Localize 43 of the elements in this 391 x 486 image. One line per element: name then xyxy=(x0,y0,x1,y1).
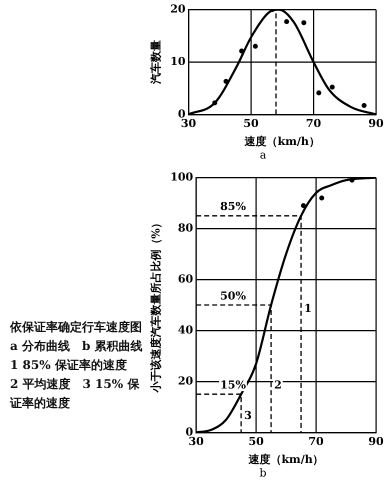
annotation: 1 xyxy=(304,302,312,316)
y-tick-label: 20 xyxy=(170,2,186,16)
x-tick-label: 50 xyxy=(248,434,264,448)
x-tick-label: 70 xyxy=(308,434,324,448)
annotation: 85% xyxy=(220,200,246,214)
y-tick-label: 40 xyxy=(178,323,194,336)
annotation: 3 xyxy=(244,409,252,422)
text: b xyxy=(259,466,267,480)
annotation: 15% xyxy=(220,378,246,392)
x-tick-label: 50 xyxy=(243,116,260,130)
point xyxy=(252,44,258,49)
point xyxy=(316,90,322,96)
point xyxy=(239,48,244,54)
point xyxy=(300,203,306,208)
y-tick-label: 60 xyxy=(178,272,194,286)
y-tick-label: 80 xyxy=(178,221,194,234)
point xyxy=(350,178,355,183)
point xyxy=(284,19,290,24)
y-tick-label: 20 xyxy=(178,374,194,388)
x-axis-title: 速度（km/h） xyxy=(244,135,320,148)
x-axis-title: 速度（km/h） xyxy=(247,453,324,466)
point xyxy=(362,102,367,108)
annotation: 50% xyxy=(220,289,246,302)
x-tick-label: 30 xyxy=(180,116,197,130)
point xyxy=(212,100,218,106)
y-axis-title: 小于该速度汽车数量所占比例（%） xyxy=(149,217,162,394)
text: 1 85% 保证率的速度 xyxy=(10,357,128,374)
text: 2 平均速度 3 15% 保证率的速度 xyxy=(10,376,140,412)
x-tick-label: 30 xyxy=(188,434,204,448)
y-tick-label: 10 xyxy=(170,54,186,68)
point xyxy=(301,20,306,26)
text: a xyxy=(260,148,267,162)
point xyxy=(330,84,335,90)
point xyxy=(319,195,324,200)
y-axis-title: 汽车数量 xyxy=(149,40,162,85)
x-tick-label: 70 xyxy=(306,116,322,130)
y-tick-label: 100 xyxy=(170,170,194,184)
text: 依保证率确定行车速度图 xyxy=(10,319,143,336)
annotation: 2 xyxy=(274,378,282,392)
x-tick-label: 90 xyxy=(368,434,384,448)
point xyxy=(224,78,229,84)
x-tick-label: 90 xyxy=(368,116,384,130)
text: a 分布曲线 b 累积曲线 xyxy=(10,338,144,355)
